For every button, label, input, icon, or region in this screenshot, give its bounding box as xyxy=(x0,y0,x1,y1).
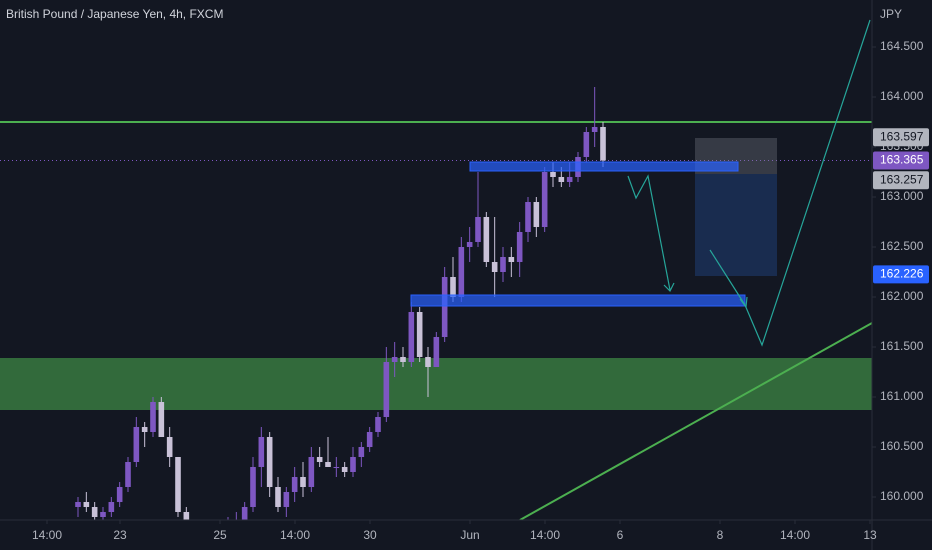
candle-body xyxy=(416,312,423,357)
candle-body xyxy=(391,357,398,362)
candle-body xyxy=(75,502,81,507)
candle-body xyxy=(275,487,281,507)
candle-body xyxy=(591,127,598,132)
candle-body xyxy=(408,312,415,362)
price-label-box xyxy=(873,265,929,284)
y-tick-label: 162.000 xyxy=(880,289,924,303)
candle-body xyxy=(241,507,248,520)
price-label: 163.597 xyxy=(880,129,924,143)
candle-body xyxy=(116,487,123,502)
projection-path xyxy=(709,249,746,306)
x-tick-label: Jun xyxy=(460,528,479,542)
candle-body xyxy=(400,357,406,362)
candle-body xyxy=(458,247,465,297)
y-tick-label: 160.000 xyxy=(880,489,924,503)
candle-body xyxy=(508,257,515,262)
candle-body xyxy=(383,362,390,417)
candle-body xyxy=(375,417,381,432)
candle-body xyxy=(325,462,331,467)
candle-body xyxy=(125,462,131,487)
candle-body xyxy=(441,277,448,337)
candle-body xyxy=(491,262,498,272)
candle-body xyxy=(133,427,140,462)
y-tick-label: 164.000 xyxy=(880,89,924,103)
y-tick-label: 161.000 xyxy=(880,389,924,403)
candle-body xyxy=(500,257,506,272)
y-axis-label: JPY xyxy=(880,7,902,21)
drawings xyxy=(410,19,871,347)
price-label: 163.257 xyxy=(880,172,924,186)
candle-body xyxy=(475,217,481,242)
candle-body xyxy=(433,337,440,367)
candle-body xyxy=(175,457,181,512)
candle-body xyxy=(150,402,156,432)
candle-body xyxy=(83,502,90,507)
candle-body xyxy=(550,172,556,177)
x-tick-label: 14:00 xyxy=(780,528,810,542)
trend-line xyxy=(519,322,872,520)
candle-body xyxy=(341,467,348,472)
x-tick-label: 13 xyxy=(863,528,877,542)
price-label-box xyxy=(873,171,929,190)
candle-body xyxy=(533,202,540,227)
candle-body xyxy=(316,457,323,462)
candle-body xyxy=(366,432,373,447)
candle-body xyxy=(333,467,340,468)
target-box xyxy=(695,174,777,276)
x-tick-label: 14:00 xyxy=(530,528,560,542)
candle-body xyxy=(250,467,256,507)
candle-body xyxy=(358,447,365,457)
price-label: 162.226 xyxy=(880,267,924,281)
candle-body xyxy=(450,277,456,297)
price-label-box xyxy=(873,151,929,170)
x-tick-label: 25 xyxy=(213,528,227,542)
projection-path xyxy=(744,19,871,347)
plot-area xyxy=(0,87,872,520)
candle-body xyxy=(350,457,356,472)
x-tick-label: 6 xyxy=(617,528,624,542)
projection-path xyxy=(627,174,671,291)
x-tick-label: 30 xyxy=(363,528,377,542)
price-label-box xyxy=(873,128,929,147)
zone-box xyxy=(410,294,746,307)
x-tick-label: 14:00 xyxy=(32,528,62,542)
candle-body xyxy=(466,242,473,247)
y-tick-label: 163.000 xyxy=(880,189,924,203)
candle-body xyxy=(516,232,523,262)
candle-body xyxy=(100,512,106,517)
price-label: 163.365 xyxy=(880,153,924,167)
candle-body xyxy=(300,477,306,487)
candle-body xyxy=(425,357,431,367)
zone-box xyxy=(469,161,739,172)
candle-body xyxy=(525,202,531,232)
y-tick-label: 164.500 xyxy=(880,39,924,53)
candle-body xyxy=(558,177,565,182)
candle-body xyxy=(108,502,115,512)
x-tick-label: 23 xyxy=(113,528,127,542)
candle-body xyxy=(541,172,548,227)
candle-body xyxy=(283,492,290,507)
candle-body xyxy=(291,477,298,492)
candle-body xyxy=(483,217,490,262)
candle-body xyxy=(183,512,190,520)
candle-body xyxy=(258,437,265,467)
y-tick-label: 160.500 xyxy=(880,439,924,453)
candle-body xyxy=(566,177,573,182)
candle-body xyxy=(141,427,148,432)
candle-body xyxy=(266,437,273,487)
candle-body xyxy=(583,132,590,157)
x-tick-label: 14:00 xyxy=(280,528,310,542)
candle-body xyxy=(91,507,98,517)
candle-body xyxy=(600,127,606,161)
y-tick-label: 162.500 xyxy=(880,239,924,253)
candle-body xyxy=(166,437,173,457)
candle-body xyxy=(158,402,165,437)
candle-body xyxy=(308,457,315,487)
chart-title: British Pound / Japanese Yen, 4h, FXCM xyxy=(6,7,223,21)
y-tick-label: 161.500 xyxy=(880,339,924,353)
x-tick-label: 8 xyxy=(717,528,724,542)
arrow-head xyxy=(663,282,675,293)
